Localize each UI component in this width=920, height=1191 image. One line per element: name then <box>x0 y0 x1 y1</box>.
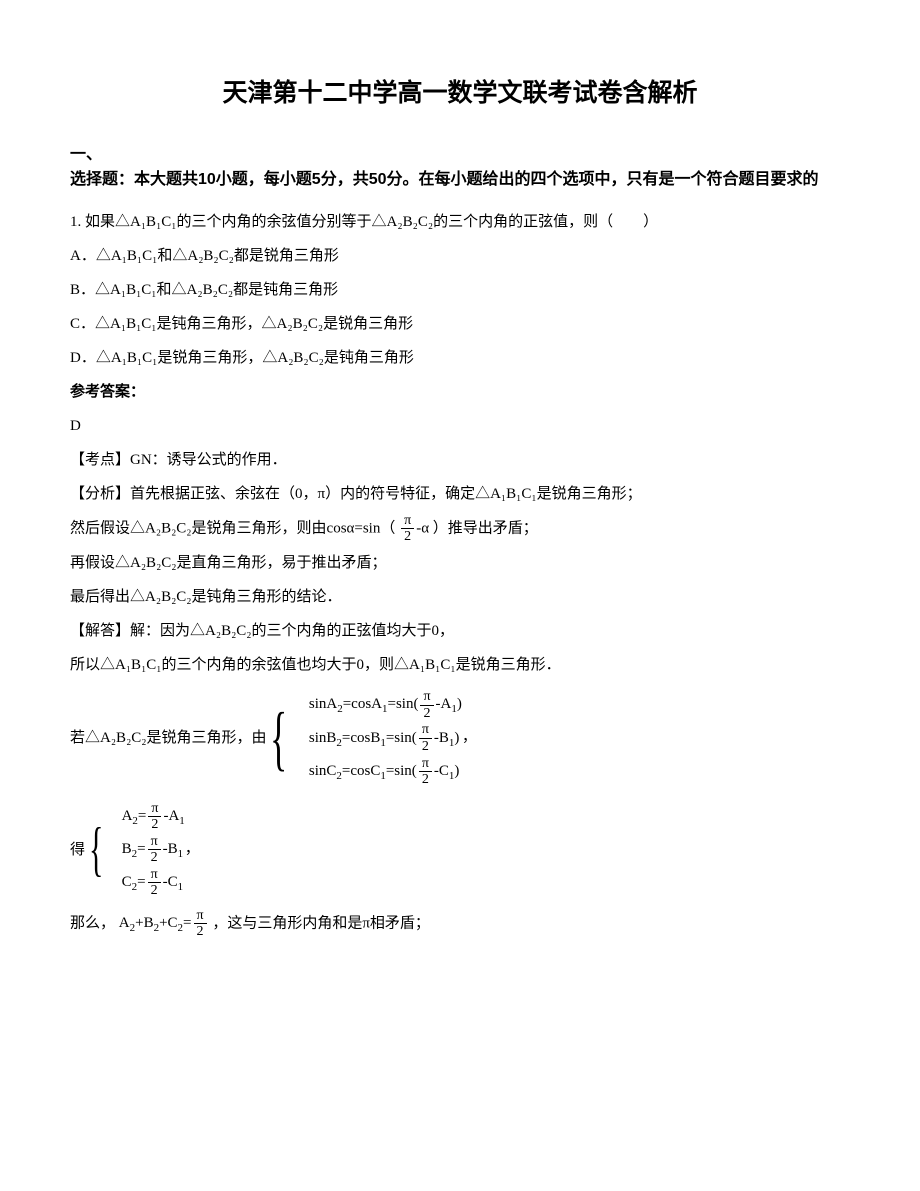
two-sym: 2 <box>404 529 411 544</box>
jieda-line-3: 若△A₂B₂C₂是锐角三角形，由 { sinA2=cosA1=sin(π2-A1… <box>70 684 850 792</box>
comma-1: ， <box>462 730 477 746</box>
jieda-line-4: 得 { A2=π2-A1 B2=π2-B1 C2=π2-C1 ， <box>70 796 850 904</box>
fenxi2-a: 然后假设△A₂B₂C₂是锐角三角形，则由cosα=sin（ <box>70 520 395 536</box>
option-c: C．△A₁B₁C₁是钝角三角形，△A₂B₂C₂是锐角三角形 <box>70 309 850 339</box>
section-lead: 一、 <box>70 146 102 163</box>
option-a: A．△A₁B₁C₁和△A₂B₂C₂都是锐角三角形 <box>70 241 850 271</box>
comma-2: ， <box>185 841 200 857</box>
fenxi-line-2: 然后假设△A₂B₂C₂是锐角三角形，则由cosα=sin（ π 2 -α ）推导… <box>70 513 850 545</box>
left-brace-icon: { <box>89 800 103 900</box>
eq1-line-1: sinA2=cosA1=sin(π2-A1) <box>309 688 462 721</box>
name-b: ，这与三角形内角和是π相矛盾； <box>212 915 430 931</box>
jieda-line-5: 那么， A2+B2+C2=π2 ，这与三角形内角和是π相矛盾； <box>70 908 850 940</box>
page-title: 天津第十二中学高一数学文联考试卷含解析 <box>70 70 850 118</box>
pi-sym: π <box>404 513 411 528</box>
answer-value: D <box>70 411 850 441</box>
jieda-line-1: 【解答】解：因为△A₂B₂C₂的三个内角的正弦值均大于0， <box>70 616 850 646</box>
eq2-line-3: C2=π2-C1 <box>122 866 185 899</box>
alpha-sym: α <box>421 520 429 536</box>
section-heading: 一、 选择题：本大题共10小题，每小题5分，共50分。在每小题给出的四个选项中，… <box>70 142 850 193</box>
name-a: 那么， <box>70 915 115 931</box>
fenxi-line-4: 最后得出△A₂B₂C₂是钝角三角形的结论． <box>70 582 850 612</box>
eq1-line-2: sinB2=cosB1=sin(π2-B1) <box>309 722 462 755</box>
eq2-line-1: A2=π2-A1 <box>122 800 185 833</box>
equation-system-2: { A2=π2-A1 B2=π2-B1 C2=π2-C1 <box>89 800 185 900</box>
kaodian: 【考点】GN：诱导公式的作用． <box>70 445 850 475</box>
left-brace-icon: { <box>270 688 287 788</box>
sum-expr: A2+B2+C2=π2 <box>119 915 213 931</box>
section-heading-text: 选择题：本大题共10小题，每小题5分，共50分。在每小题给出的四个选项中，只有是… <box>70 171 819 188</box>
fenxi-line-1: 【分析】首先根据正弦、余弦在（0，π）内的符号特征，确定△A₁B₁C₁是锐角三角… <box>70 479 850 509</box>
minus-alpha: -α <box>416 520 429 536</box>
option-d: D．△A₁B₁C₁是锐角三角形，△A₂B₂C₂是钝角三角形 <box>70 343 850 373</box>
option-b: B．△A₁B₁C₁和△A₂B₂C₂都是钝角三角形 <box>70 275 850 305</box>
fenxi-line-3: 再假设△A₂B₂C₂是直角三角形，易于推出矛盾； <box>70 548 850 578</box>
jieda-line-2: 所以△A₁B₁C₁的三个内角的余弦值也均大于0，则△A₁B₁C₁是锐角三角形． <box>70 650 850 680</box>
answer-label: 参考答案： <box>70 377 850 407</box>
eq1-line-3: sinC2=cosC1=sin(π2-C1) <box>309 755 462 788</box>
frac-pi2-minus-alpha: π 2 <box>401 513 414 545</box>
jieda3-lead: 若△A₂B₂C₂是锐角三角形，由 <box>70 723 267 753</box>
de-lead: 得 <box>70 835 85 865</box>
eq2-line-2: B2=π2-B1 <box>122 833 185 866</box>
fenxi2-b: ）推导出矛盾； <box>433 520 538 536</box>
question-stem: 1. 如果△A₁B₁C₁的三个内角的余弦值分别等于△A₂B₂C₂的三个内角的正弦… <box>70 207 850 237</box>
equation-system-1: { sinA2=cosA1=sin(π2-A1) sinB2=cosB1=sin… <box>270 688 462 788</box>
